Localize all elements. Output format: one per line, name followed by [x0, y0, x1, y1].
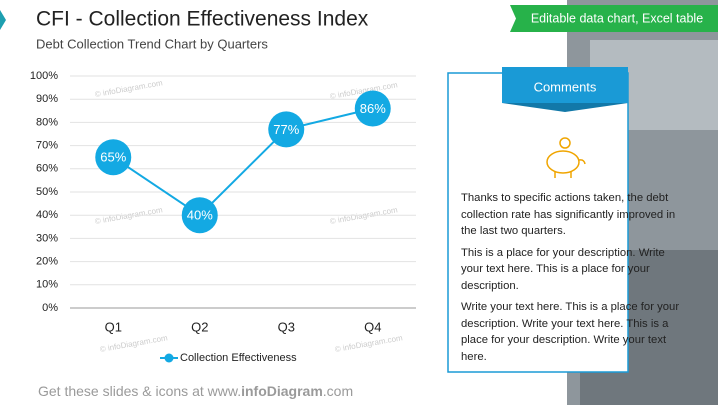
data-label: 77%	[273, 122, 299, 137]
comments-box	[447, 72, 629, 373]
piggy-icon	[546, 137, 586, 178]
x-tick-label: Q2	[191, 319, 208, 334]
y-tick-label: 0%	[42, 302, 58, 314]
data-point	[354, 90, 391, 127]
watermark: © infoDiagram.com	[94, 78, 163, 99]
comment-paragraph: This is a place for your description. Wr…	[461, 246, 665, 292]
data-label: 40%	[187, 208, 213, 223]
y-tick-label: 60%	[36, 163, 58, 175]
comments-tab	[502, 67, 628, 103]
footer-text: Get these slides & icons at www.	[38, 383, 241, 399]
accent-marker	[0, 10, 6, 30]
y-tick-label: 70%	[36, 140, 58, 152]
chart-title: CFI - Collection Effectiveness Index	[36, 8, 369, 31]
footer-text: .com	[323, 383, 353, 399]
chart-subtitle: Debt Collection Trend Chart by Quarters	[36, 36, 268, 51]
comment-paragraph: Write your text here. This is a place fo…	[461, 301, 680, 363]
y-tick-label: 50%	[36, 186, 58, 198]
series-line	[112, 107, 373, 217]
footer: Get these slides & icons at www.infoDiag…	[38, 383, 353, 399]
legend-label: Collection Effectiveness	[180, 352, 297, 364]
data-point	[181, 197, 218, 234]
x-tick-label: Q4	[364, 319, 381, 334]
badge: Editable data chart, Excel table	[531, 11, 703, 25]
y-tick-label: 90%	[36, 93, 58, 105]
footer-brand: infoDiagram	[241, 383, 323, 399]
data-point	[95, 139, 132, 176]
comments-tab-tip	[502, 103, 628, 112]
x-tick-label: Q3	[278, 319, 295, 334]
comment-paragraph: Thanks to specific actions taken, the de…	[461, 192, 676, 237]
y-tick-label: 10%	[36, 279, 58, 291]
y-tick-label: 20%	[36, 256, 58, 268]
x-tick-label: Q1	[105, 319, 122, 334]
badge-bg	[510, 5, 718, 32]
y-tick-label: 40%	[36, 209, 58, 221]
comments-text: Thanks to specific actions taken, the de…	[461, 190, 681, 370]
y-tick-label: 100%	[30, 70, 58, 82]
data-point	[268, 111, 305, 148]
watermark: © infoDiagram.com	[334, 333, 403, 354]
y-tick-label: 30%	[36, 232, 58, 244]
y-tick-label: 80%	[36, 116, 58, 128]
legend-marker	[164, 353, 174, 363]
watermark: © infoDiagram.com	[99, 333, 168, 354]
data-label: 86%	[360, 101, 386, 116]
comments-title: Comments	[534, 79, 597, 94]
data-label: 65%	[100, 150, 126, 165]
